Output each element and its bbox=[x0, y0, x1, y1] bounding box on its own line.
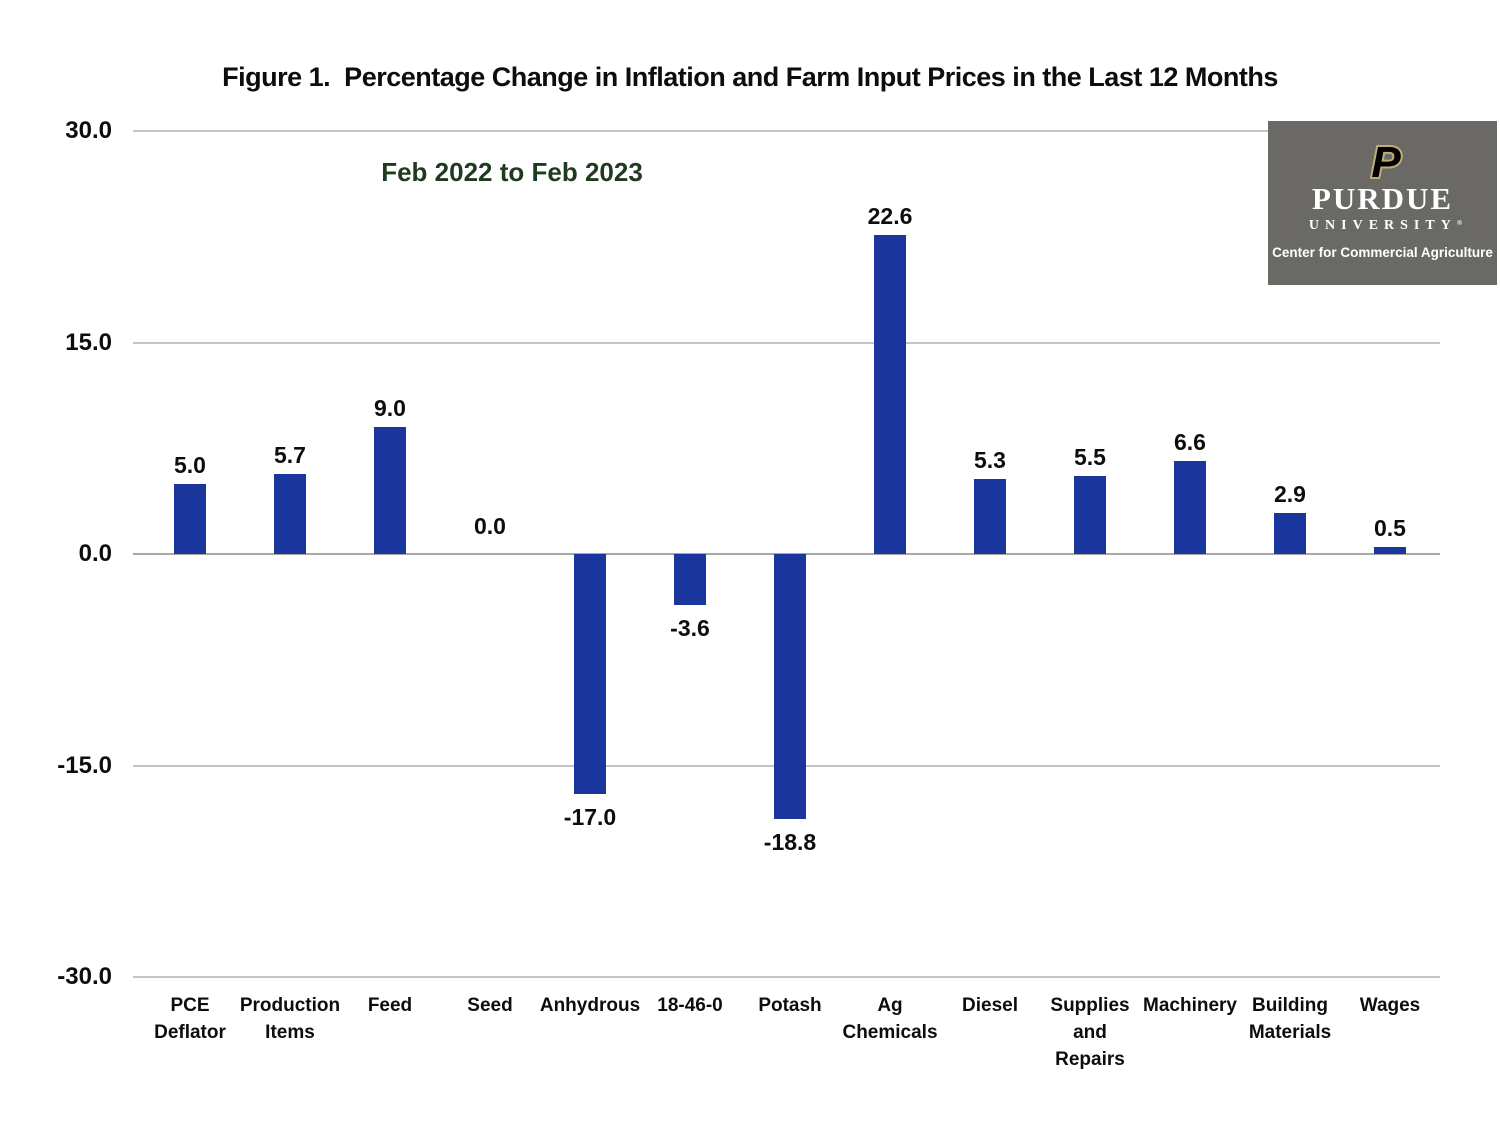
gridline bbox=[133, 130, 1440, 132]
bar-value-label: 5.3 bbox=[974, 447, 1006, 474]
x-axis-category-label: Diesel bbox=[962, 995, 1018, 1016]
purdue-p-icon: P bbox=[1268, 136, 1497, 189]
bar bbox=[674, 554, 706, 605]
bar-value-label: -3.6 bbox=[670, 614, 710, 641]
bar bbox=[374, 427, 406, 554]
x-axis-category-label: Potash bbox=[758, 995, 822, 1016]
x-axis-category-label: Production Items bbox=[239, 995, 341, 1043]
x-axis-category-label: Seed bbox=[467, 995, 513, 1016]
gridline bbox=[133, 341, 1440, 344]
x-axis-category-label: PCE Deflator bbox=[154, 995, 226, 1043]
bar bbox=[574, 554, 606, 794]
y-axis-tick-label: -15.0 bbox=[57, 751, 112, 779]
registered-mark: ® bbox=[1456, 219, 1463, 227]
y-axis-tick-label: 30.0 bbox=[65, 117, 112, 144]
bar-value-label: 5.7 bbox=[274, 441, 306, 468]
bar-value-label: -17.0 bbox=[563, 803, 617, 830]
y-axis-tick-label: 15.0 bbox=[65, 328, 112, 356]
bar bbox=[174, 483, 206, 554]
bar bbox=[874, 235, 906, 554]
purdue-university-wordmark: UNIVERSITY® bbox=[1268, 215, 1497, 234]
bar-value-label: 22.6 bbox=[867, 203, 913, 230]
bar bbox=[1074, 476, 1106, 554]
bar-value-label: -18.8 bbox=[763, 829, 817, 856]
bar-value-label: 0.0 bbox=[474, 513, 506, 539]
bar-value-label: 5.5 bbox=[1074, 444, 1106, 471]
x-axis-category-label: Machinery bbox=[1143, 995, 1237, 1016]
university-text: UNIVERSITY bbox=[1308, 218, 1457, 233]
bar bbox=[974, 479, 1006, 554]
y-axis-tick-label: 0.0 bbox=[78, 540, 112, 567]
x-axis-category-label: Ag Chemicals bbox=[842, 995, 938, 1043]
y-axis-tick-label: -30.0 bbox=[57, 963, 112, 990]
bar bbox=[774, 554, 806, 820]
purdue-wordmark: PURDUE bbox=[1311, 181, 1454, 216]
x-axis-category-label: Wages bbox=[1359, 995, 1421, 1016]
bar-value-label: 6.6 bbox=[1174, 428, 1206, 455]
bar-value-label: 0.5 bbox=[1374, 514, 1406, 541]
bar bbox=[1374, 546, 1406, 554]
purdue-center-label: Center for Commercial Agriculture bbox=[1272, 245, 1493, 260]
figure-title: Figure 1. Percentage Change in Inflation… bbox=[222, 62, 1278, 92]
svg-text:P: P bbox=[1371, 139, 1401, 183]
bar-value-label: 2.9 bbox=[1274, 481, 1306, 508]
bar bbox=[1274, 513, 1306, 554]
bar bbox=[1174, 460, 1206, 554]
bar bbox=[274, 473, 306, 554]
x-axis-category-label: Feed bbox=[367, 995, 413, 1016]
gridline bbox=[133, 976, 1440, 978]
bar-value-label: 9.0 bbox=[374, 395, 406, 422]
bar-value-label: 5.0 bbox=[174, 451, 206, 478]
x-axis-category-label: 18-46-0 bbox=[657, 995, 723, 1016]
purdue-logo: P PURDUE UNIVERSITY® Center for Commerci… bbox=[1268, 121, 1497, 285]
x-axis-category-label: Anhydrous bbox=[539, 995, 641, 1016]
x-axis-category-label: Building Materials bbox=[1248, 995, 1332, 1043]
x-axis-category-label: Supplies and Repairs bbox=[1050, 995, 1130, 1070]
figure-subtitle: Feb 2022 to Feb 2023 bbox=[381, 157, 643, 187]
